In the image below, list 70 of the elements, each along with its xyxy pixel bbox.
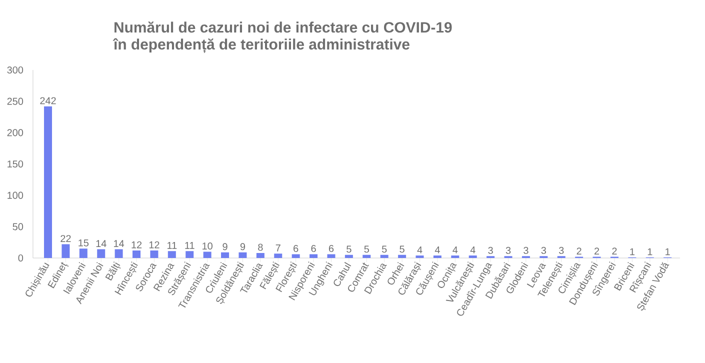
bar — [451, 255, 460, 258]
data-label: 11 — [168, 242, 177, 249]
data-label: 3 — [541, 246, 546, 254]
y-tick-label: 100 — [8, 192, 24, 199]
bar — [114, 249, 123, 258]
data-label: 4 — [417, 246, 422, 254]
data-label: 9 — [240, 243, 246, 250]
data-label: 1 — [666, 248, 670, 256]
bar — [168, 251, 176, 258]
y-tick-label: 200 — [7, 129, 24, 136]
data-label: 7 — [276, 244, 280, 252]
bar — [468, 255, 477, 258]
bar — [292, 254, 300, 258]
data-label: 3 — [488, 246, 493, 254]
data-label: 22 — [60, 235, 71, 242]
data-label: 6 — [294, 244, 298, 252]
data-label: 4 — [434, 246, 440, 254]
bar — [344, 254, 353, 258]
data-label: 14 — [96, 240, 106, 248]
data-label: 9 — [222, 243, 228, 250]
bar — [150, 250, 158, 258]
data-label: 8 — [258, 244, 263, 251]
y-tick-label: 50 — [12, 223, 24, 230]
data-label: 6 — [311, 244, 316, 252]
bar — [132, 250, 141, 258]
data-label: 3 — [558, 246, 564, 254]
data-label: 5 — [346, 246, 352, 253]
bar — [310, 254, 318, 258]
bar — [203, 252, 212, 258]
bar — [238, 252, 247, 258]
data-label: 5 — [364, 246, 369, 253]
data-label: 1 — [630, 248, 634, 256]
y-tick-label: 150 — [8, 160, 24, 168]
bar — [79, 248, 88, 258]
data-label: 2 — [576, 248, 582, 255]
bar — [416, 255, 424, 258]
bar — [274, 254, 282, 258]
data-label: 3 — [524, 246, 528, 254]
chart-title: Numărul de cazuri noi de infectare cu COVID-19 — [114, 22, 452, 33]
bar — [380, 254, 388, 258]
data-label: 5 — [382, 246, 387, 253]
bar — [398, 254, 406, 258]
data-label: 12 — [132, 241, 142, 248]
bar — [256, 252, 264, 258]
data-label: 14 — [114, 240, 124, 248]
data-label: 11 — [185, 242, 194, 249]
data-label: 4 — [452, 246, 458, 254]
bar — [62, 244, 70, 258]
bar — [97, 249, 106, 258]
bar — [327, 254, 336, 258]
y-tick-label: 0 — [18, 254, 24, 262]
data-label: 3 — [506, 246, 511, 254]
bar — [221, 252, 230, 258]
bar — [433, 255, 442, 258]
chart-subtitle: în dependență de teritoriile administrative — [112, 38, 410, 53]
y-tick-label: 300 — [7, 66, 24, 74]
bar — [186, 251, 194, 258]
data-label: 2 — [594, 248, 600, 255]
data-label: 1 — [648, 248, 652, 256]
y-tick-label: 250 — [7, 98, 24, 105]
data-label: 2 — [612, 248, 617, 255]
data-label: 15 — [78, 239, 89, 246]
data-label: 242 — [40, 97, 56, 104]
data-label: 5 — [400, 246, 404, 253]
data-label: 10 — [202, 242, 212, 250]
data-label: 4 — [470, 246, 476, 254]
data-label: 6 — [328, 244, 334, 252]
bar — [44, 106, 52, 258]
bar — [362, 254, 371, 258]
data-label: 12 — [149, 241, 160, 248]
